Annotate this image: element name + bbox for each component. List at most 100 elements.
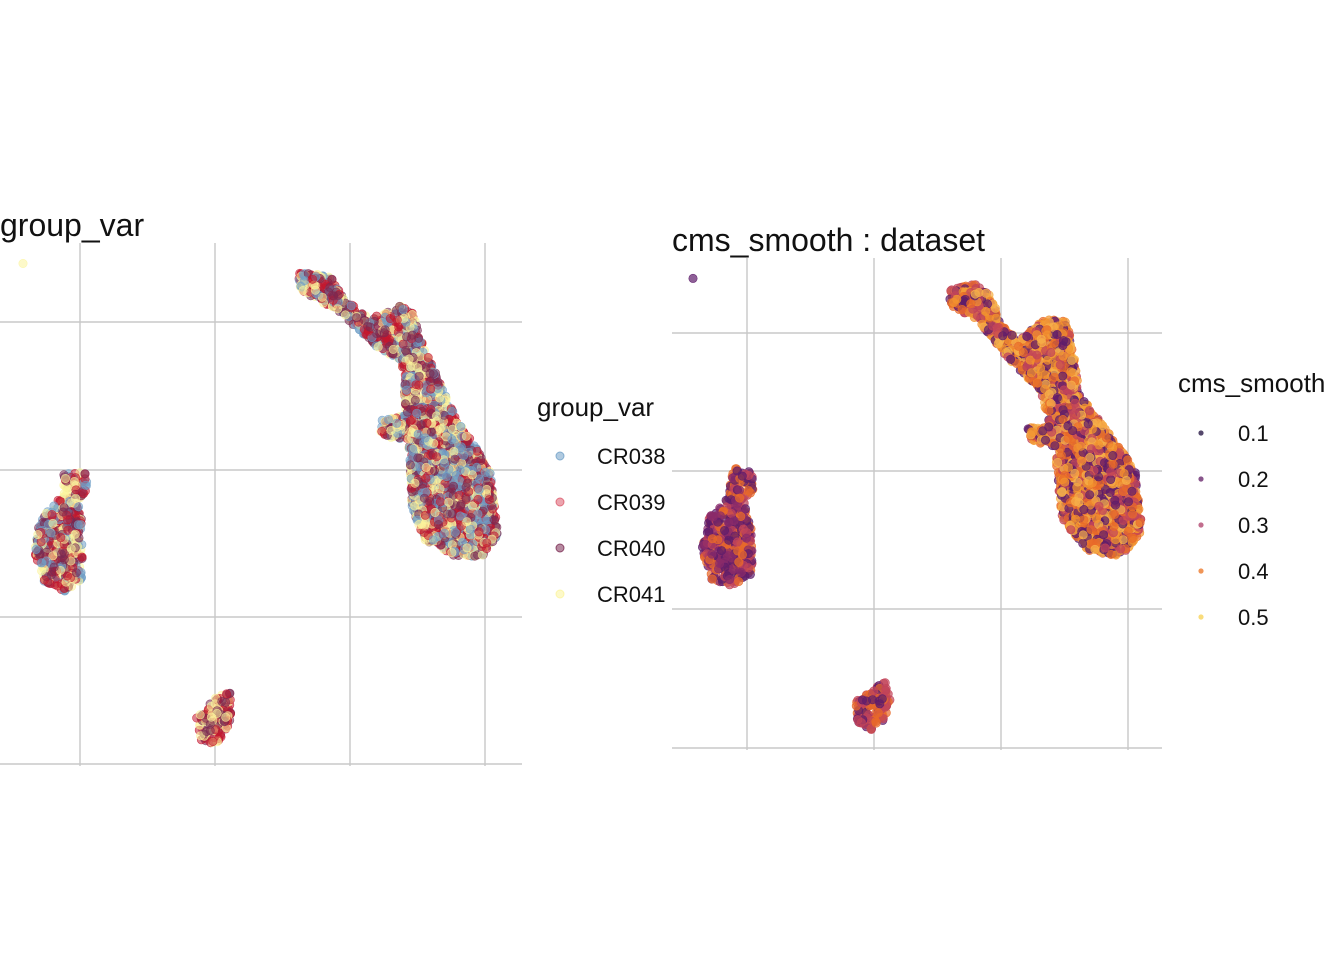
scatter-point: [467, 470, 477, 480]
scatter-point: [329, 291, 339, 301]
scatter-point: [205, 726, 215, 736]
scatter-point: [421, 473, 431, 483]
scatter-point: [307, 274, 317, 284]
scatter-point: [222, 689, 232, 699]
legend-label-cr040: CR040: [597, 536, 665, 561]
scatter-point: [379, 328, 389, 338]
scatter-point: [429, 466, 439, 476]
scatter-point: [372, 329, 382, 339]
scatter-point: [402, 407, 412, 417]
scatter-point: [408, 444, 418, 454]
scatter-point: [470, 551, 480, 561]
scatter-point: [474, 485, 484, 495]
legend-key-cr039: [555, 497, 565, 507]
scatter-point: [462, 517, 472, 527]
scatter-point: [69, 476, 79, 486]
scatter-point: [53, 581, 63, 591]
scatter-point: [414, 519, 424, 529]
legend-key-cr040: [555, 543, 565, 553]
panel-group-var: group_var group_var CR038 CR039 CR040 CR…: [0, 207, 665, 766]
scatter-point: [73, 520, 83, 530]
scatter-point: [195, 710, 205, 720]
scatter-point: [414, 380, 424, 390]
scatter-point: [405, 362, 415, 372]
scatter-point: [71, 485, 81, 495]
scatter-point: [428, 369, 438, 379]
scatter-point: [37, 566, 47, 576]
chart-title: group_var: [0, 207, 144, 243]
scatter-point: [437, 470, 447, 480]
scatter-point: [435, 424, 445, 434]
scatter-point: [421, 462, 431, 472]
scatter-point: [392, 418, 402, 428]
scatter-point: [325, 282, 335, 292]
scatter-point: [459, 450, 469, 460]
scatter-point: [435, 497, 445, 507]
scatter-point: [79, 488, 89, 498]
scatter-point: [70, 529, 80, 539]
scatter-point: [431, 411, 441, 421]
scatter-point: [206, 712, 216, 722]
scatter-point: [436, 540, 446, 550]
scatter-point: [208, 737, 218, 747]
scatter-point: [434, 393, 444, 403]
scatter-points: [688, 273, 1146, 734]
scatter-point: [413, 453, 423, 463]
scatter-point: [58, 507, 68, 517]
scatter-point: [462, 478, 472, 488]
scatter-point: [402, 385, 412, 395]
scatter-point: [80, 469, 90, 479]
scatter-point: [410, 478, 420, 488]
scatter-point: [77, 552, 87, 562]
scatter-point: [48, 518, 58, 528]
scatter-point: [81, 480, 91, 490]
scatter-point: [435, 484, 445, 494]
scatter-point: [433, 377, 443, 387]
scatter-point: [449, 446, 459, 456]
scatter-point: [439, 410, 449, 420]
scatter-point: [49, 562, 59, 572]
scatter-point: [480, 467, 490, 477]
scatter-point: [473, 494, 483, 504]
scatter-point: [420, 510, 430, 520]
scatter-point: [398, 305, 408, 315]
scatter-point: [340, 310, 350, 320]
scatter-point: [472, 446, 482, 456]
scatter-point: [405, 460, 415, 470]
scatter-point: [404, 354, 414, 364]
scatter-point: [447, 435, 457, 445]
scatter-point: [60, 473, 70, 483]
scatter-point: [447, 424, 457, 434]
legend-label-cr039: CR039: [597, 490, 665, 515]
scatter-point: [56, 533, 66, 543]
legend-key-cr038: [555, 451, 565, 461]
scatter-point: [56, 549, 66, 559]
scatter-point: [388, 344, 398, 354]
scatter-point: [383, 414, 393, 424]
scatter-point: [414, 371, 424, 381]
scatter-point: [46, 570, 56, 580]
scatter-point: [456, 421, 466, 431]
scatter-point: [461, 431, 471, 441]
scatter-point: [484, 495, 494, 505]
scatter-point: [71, 568, 81, 578]
scatter-points: [18, 258, 502, 748]
scatter-point: [365, 322, 375, 332]
scatter-point: [31, 544, 41, 554]
scatter-point: [62, 571, 72, 581]
scatter-point: [421, 363, 431, 373]
legend-key-cr041: [555, 589, 565, 599]
scatter-point: [407, 309, 417, 319]
scatter-point: [310, 285, 320, 295]
scatter-point: [448, 481, 458, 491]
scatter-point: [401, 345, 411, 355]
scatter-point: [419, 493, 429, 503]
scatter-point: [430, 507, 440, 517]
scatter-point: [447, 509, 457, 519]
scatter-point: [351, 313, 361, 323]
scatter-point: [66, 544, 76, 554]
scatter-point: [416, 420, 426, 430]
scatter-point: [426, 384, 436, 394]
scatter-point: [410, 501, 420, 511]
